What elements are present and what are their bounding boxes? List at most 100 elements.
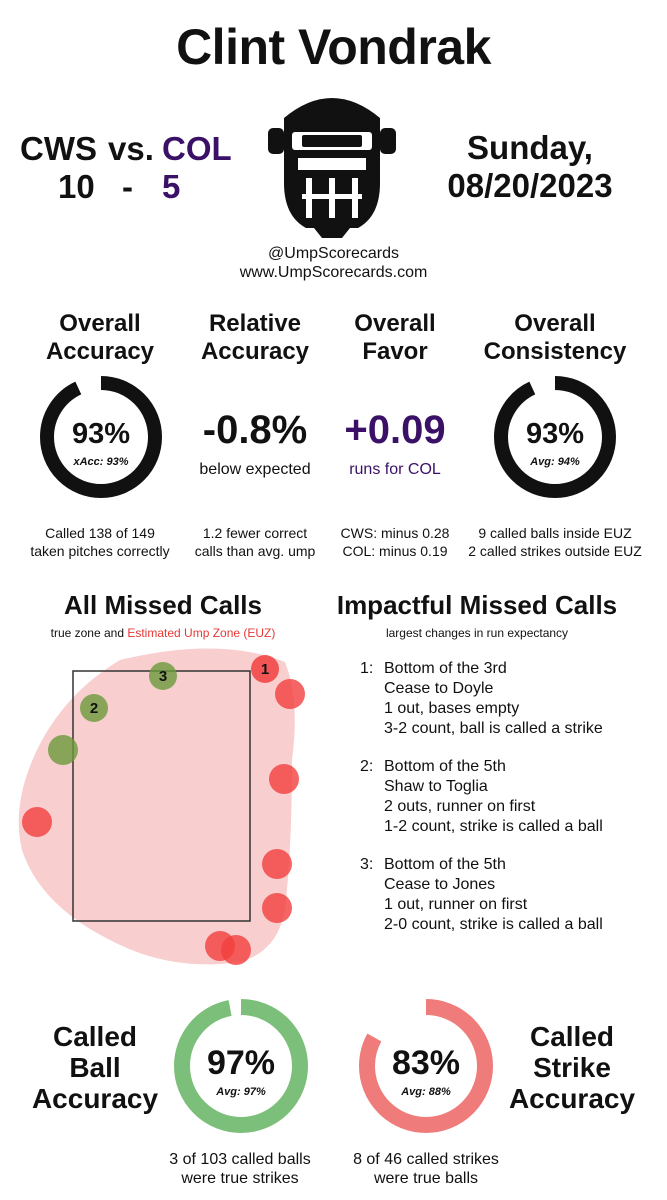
missed-call-label: 3	[159, 668, 167, 685]
note-line: were true balls	[373, 1170, 479, 1187]
missed-call-dot	[22, 807, 52, 837]
missed-call-dot	[48, 735, 78, 765]
impactful-missed-calls-title: Impactful Missed Calls	[336, 590, 618, 620]
missed-call-label: 1	[261, 661, 269, 678]
home-team: COL	[162, 130, 232, 167]
note-line: 1.2 fewer correct	[202, 525, 308, 541]
called-strike-accuracy-note: 8 of 46 called strikes were true balls	[326, 1150, 526, 1188]
item-number: 1:	[360, 660, 374, 677]
item-line: Bottom of the 3rd	[384, 660, 507, 677]
away-score: 10	[58, 168, 95, 205]
heading-line: Consistency	[483, 338, 627, 365]
item-line: 3-2 count, ball is called a strike	[384, 720, 603, 737]
impactful-missed-calls-list: 1: Bottom of the 3rd Cease to Doyle 1 ou…	[360, 659, 660, 949]
item-line: 2 outs, runner on first	[384, 798, 536, 815]
heading-line: Accuracy	[508, 1083, 636, 1114]
note-line: 3 of 103 called balls	[169, 1151, 311, 1168]
heading-line: Called	[52, 1021, 138, 1052]
overall-accuracy-expected: xAcc: 93%	[73, 456, 129, 468]
called-ball-accuracy-note: 3 of 103 called balls were true strikes	[140, 1150, 340, 1188]
missed-call-dot	[262, 893, 292, 923]
game-date: 08/20/2023	[447, 167, 613, 204]
heading-line: Accuracy	[200, 338, 310, 365]
called-strike-accuracy-heading: Called Strike Accuracy	[497, 1021, 647, 1114]
heading-line: Accuracy	[31, 1083, 159, 1114]
missed-call-dot	[269, 764, 299, 794]
item-number: 2:	[360, 758, 374, 775]
item-line: Shaw to Toglia	[384, 778, 488, 795]
overall-consistency-avg: Avg: 94%	[530, 456, 580, 468]
overall-consistency-heading: Overall Consistency	[470, 310, 640, 366]
note-line: Called 138 of 149	[45, 525, 155, 541]
relative-accuracy-heading: Relative Accuracy	[180, 310, 330, 366]
item-line: 1-2 count, strike is called a ball	[384, 818, 603, 835]
overall-favor-sub: runs for COL	[349, 461, 441, 478]
all-missed-calls-legend: true zone and Estimated Ump Zone (EUZ)	[0, 626, 326, 640]
score-dash: -	[122, 168, 133, 205]
called-strike-accuracy-value: 83%	[391, 1044, 461, 1082]
overall-favor-value: +0.09	[344, 408, 446, 452]
note-line: 8 of 46 called strikes	[353, 1151, 499, 1168]
overall-consistency-ring	[494, 376, 616, 498]
legend-euz: Estimated Ump Zone (EUZ)	[127, 626, 276, 640]
note-line: taken pitches correctly	[30, 543, 170, 559]
heading-line: Favor	[362, 338, 428, 365]
item-number: 3:	[360, 856, 374, 873]
missed-calls-plot: 1 2 3	[18, 648, 305, 965]
note-line: 9 called balls inside EUZ	[478, 525, 632, 541]
note-line: CWS: minus 0.28	[340, 525, 450, 541]
overall-consistency-value: 93%	[525, 418, 585, 450]
overall-accuracy-note: Called 138 of 149 taken pitches correctl…	[10, 524, 190, 560]
overall-favor-heading: Overall Favor	[325, 310, 465, 366]
missed-call-dot	[251, 655, 279, 683]
called-ball-accuracy-avg: Avg: 97%	[216, 1086, 266, 1098]
impactful-missed-calls-subtitle: largest changes in run expectancy	[385, 626, 569, 640]
overall-consistency-note: 9 called balls inside EUZ 2 called strik…	[455, 524, 655, 560]
game-day: Sunday,	[467, 129, 593, 166]
home-score: 5	[162, 168, 181, 205]
item-line: Cease to Jones	[384, 876, 496, 893]
item-line: Bottom of the 5th	[384, 856, 506, 873]
item-line: 1 out, runner on first	[384, 896, 528, 913]
heading-line: Overall	[354, 310, 436, 337]
missed-call-dot	[80, 694, 108, 722]
item-line: 1 out, bases empty	[384, 700, 520, 717]
missed-call-dot	[221, 935, 251, 965]
heading-line: Relative	[208, 310, 302, 337]
relative-accuracy-value: -0.8%	[202, 408, 308, 452]
estimated-ump-zone	[18, 648, 295, 965]
called-strike-accuracy-avg: Avg: 88%	[401, 1086, 451, 1098]
missed-call-label: 2	[90, 700, 98, 717]
twitter-handle[interactable]: @UmpScorecards	[268, 245, 399, 262]
heading-line: Accuracy	[45, 338, 155, 365]
note-line: COL: minus 0.19	[342, 543, 448, 559]
catcher-mask-icon	[268, 98, 396, 238]
all-missed-calls-title: All Missed Calls	[64, 590, 262, 620]
heading-line: Overall	[514, 310, 596, 337]
heading-line: Overall	[59, 310, 141, 337]
item-line: Cease to Doyle	[384, 680, 494, 697]
heading-line: Ball	[69, 1052, 121, 1083]
missed-call-dot	[262, 849, 292, 879]
umpire-name: Clint Vondrak	[176, 19, 491, 75]
note-line: were true strikes	[181, 1170, 299, 1187]
heading-line: Strike	[533, 1052, 611, 1083]
called-ball-accuracy-heading: Called Ball Accuracy	[20, 1021, 170, 1114]
note-line: calls than avg. ump	[194, 543, 316, 559]
called-strike-accuracy-ring	[359, 999, 493, 1133]
called-ball-accuracy-ring	[174, 999, 308, 1133]
vs-label: vs.	[108, 130, 154, 167]
away-team: CWS	[20, 130, 97, 167]
website-link[interactable]: www.UmpScorecards.com	[239, 264, 428, 281]
item-line: Bottom of the 5th	[384, 758, 506, 775]
note-line: 2 called strikes outside EUZ	[468, 543, 642, 559]
heading-line: Called	[529, 1021, 615, 1052]
legend-true-zone: true zone and	[50, 626, 124, 640]
item-line: 2-0 count, strike is called a ball	[384, 916, 603, 933]
overall-favor-note: CWS: minus 0.28 COL: minus 0.19	[325, 524, 465, 560]
relative-accuracy-note: 1.2 fewer correct calls than avg. ump	[180, 524, 330, 560]
missed-call-dot	[149, 662, 177, 690]
missed-call-dot	[275, 679, 305, 709]
overall-accuracy-value: 93%	[71, 418, 131, 450]
called-ball-accuracy-value: 97%	[206, 1044, 276, 1082]
